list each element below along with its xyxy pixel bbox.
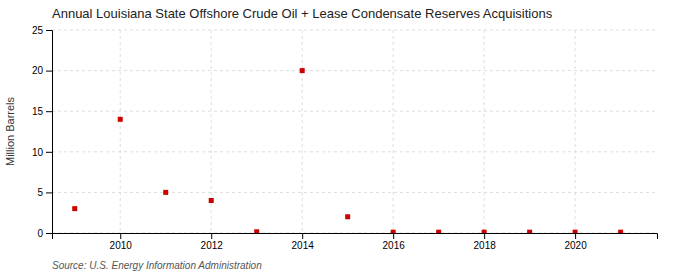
- chart: 2010 2012 2014 2016 2018 2020 0 5 10 15 20 25 Annual…: [0, 0, 675, 275]
- y-tick: 10: [32, 147, 52, 158]
- x-tick-mark: [484, 233, 485, 239]
- x-axis-line: [53, 234, 658, 240]
- point: [482, 230, 487, 233]
- y-axis-line: [46, 31, 53, 234]
- point: [209, 198, 214, 203]
- x-tick-mark: [120, 233, 121, 239]
- point: [391, 230, 396, 233]
- point: [300, 68, 305, 73]
- title: Annual Louisiana State Offshore Crude Oi…: [52, 6, 553, 21]
- y-tick-mark: [46, 71, 52, 72]
- grid: [52, 30, 657, 233]
- y-grid-line: [52, 111, 657, 112]
- x-tick: 2014: [292, 233, 315, 251]
- y-tick: 0: [37, 228, 52, 239]
- y-tick-label: 10: [32, 147, 44, 158]
- x-tick: 2012: [201, 233, 224, 251]
- y-tick: 25: [32, 25, 52, 36]
- x-tick: 2016: [383, 233, 406, 251]
- point: [573, 230, 578, 233]
- point: [618, 230, 623, 233]
- y-grid-line: [52, 30, 657, 31]
- y-grid-line: [52, 192, 657, 193]
- y-tick: 15: [32, 106, 52, 117]
- x-tick-mark: [393, 233, 394, 239]
- y-axis: 0 5 10 15 20 25: [32, 25, 53, 239]
- x-tick: 2018: [474, 233, 497, 251]
- y-tick-label: 25: [32, 25, 44, 36]
- x-tick-mark: [575, 233, 576, 239]
- x-grid-line: [120, 30, 121, 233]
- x-tick-mark: [211, 233, 212, 239]
- y-tick: 5: [37, 187, 52, 198]
- x-grid-line: [302, 30, 303, 233]
- point: [72, 206, 77, 211]
- x-tick-mark: [302, 233, 303, 239]
- y-axis-title: Million Barrels: [4, 96, 16, 166]
- x-grid-line: [484, 30, 485, 233]
- y-grid-line: [52, 151, 657, 152]
- x-tick-label: 2014: [292, 240, 315, 251]
- y-grid-line: [52, 70, 657, 71]
- y-tick-label: 0: [37, 228, 43, 239]
- point: [527, 230, 532, 233]
- x-tick-label: 2012: [201, 240, 224, 251]
- y-tick-label: 20: [32, 65, 44, 76]
- source: Source: U.S. Energy Information Administ…: [52, 260, 262, 271]
- point: [254, 229, 259, 233]
- y-tick-label: 5: [37, 187, 43, 198]
- y-tick-mark: [46, 233, 52, 234]
- x-grid-line: [393, 30, 394, 233]
- points: [72, 68, 623, 233]
- x-tick: 2010: [110, 233, 133, 251]
- x-tick-label: 2010: [110, 240, 133, 251]
- x-tick: 2020: [564, 233, 587, 251]
- plot: 2010 2012 2014 2016 2018 2020 0 5 10 15 20 25: [32, 25, 658, 251]
- x-tick-label: 2016: [383, 240, 406, 251]
- y-tick-label: 15: [32, 106, 44, 117]
- x-tick-label: 2020: [564, 240, 587, 251]
- point: [436, 230, 441, 233]
- y-tick-mark: [46, 111, 52, 112]
- y-tick-mark: [46, 152, 52, 153]
- point: [163, 190, 168, 195]
- y-tick: 20: [32, 65, 52, 76]
- y-tick-mark: [46, 30, 52, 31]
- x-grid-line: [575, 30, 576, 233]
- x-axis: 2010 2012 2014 2016 2018 2020: [53, 233, 658, 251]
- point: [118, 117, 123, 122]
- point: [345, 214, 350, 219]
- y-tick-mark: [46, 192, 52, 193]
- x-tick-label: 2018: [474, 240, 497, 251]
